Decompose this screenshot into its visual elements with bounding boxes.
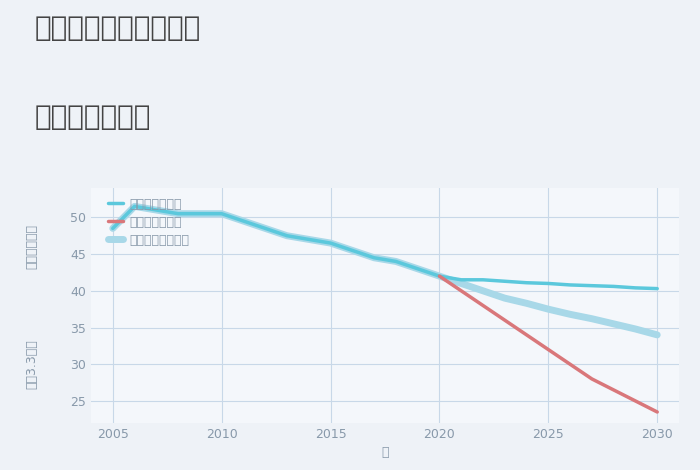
グッドシナリオ — [370, 255, 378, 260]
ノーマルシナリオ — [130, 204, 139, 209]
ノーマルシナリオ — [435, 273, 444, 279]
グッドシナリオ — [239, 218, 248, 224]
ノーマルシナリオ — [261, 226, 270, 231]
ノーマルシナリオ — [218, 211, 226, 217]
バッドシナリオ — [544, 347, 552, 352]
グッドシナリオ — [283, 233, 291, 239]
ノーマルシナリオ — [152, 207, 160, 213]
バッドシナリオ — [435, 273, 444, 279]
バッドシナリオ — [566, 361, 574, 367]
ノーマルシナリオ — [500, 295, 509, 301]
ノーマルシナリオ — [631, 326, 640, 332]
グッドシナリオ — [544, 281, 552, 286]
グッドシナリオ — [152, 207, 160, 213]
Line: グッドシナリオ: グッドシナリオ — [113, 206, 657, 289]
ノーマルシナリオ — [196, 211, 204, 217]
ノーマルシナリオ — [283, 233, 291, 239]
グッドシナリオ — [588, 283, 596, 289]
グッドシナリオ — [414, 266, 422, 272]
ノーマルシナリオ — [610, 321, 618, 327]
ノーマルシナリオ — [522, 300, 531, 306]
グッドシナリオ — [631, 285, 640, 290]
グッドシナリオ — [108, 226, 117, 231]
グッドシナリオ — [435, 273, 444, 279]
Legend: グッドシナリオ, バッドシナリオ, ノーマルシナリオ: グッドシナリオ, バッドシナリオ, ノーマルシナリオ — [103, 193, 194, 252]
バッドシナリオ — [653, 409, 662, 415]
Line: ノーマルシナリオ: ノーマルシナリオ — [113, 206, 657, 335]
ノーマルシナリオ — [108, 226, 117, 231]
Text: 坪（3.3㎡）: 坪（3.3㎡） — [26, 339, 38, 389]
グッドシナリオ — [326, 240, 335, 246]
Text: 土地の価格推移: 土地の価格推移 — [35, 103, 151, 132]
グッドシナリオ — [500, 278, 509, 284]
Text: 兵庫県姫路市北今宿の: 兵庫県姫路市北今宿の — [35, 14, 202, 42]
バッドシナリオ — [588, 376, 596, 382]
グッドシナリオ — [218, 211, 226, 217]
グッドシナリオ — [479, 277, 487, 282]
ノーマルシナリオ — [566, 312, 574, 317]
グッドシナリオ — [261, 226, 270, 231]
グッドシナリオ — [196, 211, 204, 217]
バッドシナリオ — [500, 317, 509, 323]
グッドシナリオ — [392, 258, 400, 264]
ノーマルシナリオ — [588, 316, 596, 321]
ノーマルシナリオ — [326, 240, 335, 246]
ノーマルシナリオ — [653, 332, 662, 337]
ノーマルシナリオ — [392, 258, 400, 264]
バッドシナリオ — [457, 288, 466, 294]
グッドシナリオ — [304, 236, 313, 242]
グッドシナリオ — [457, 277, 466, 282]
Line: バッドシナリオ: バッドシナリオ — [440, 276, 657, 412]
グッドシナリオ — [130, 204, 139, 209]
ノーマルシナリオ — [239, 218, 248, 224]
グッドシナリオ — [610, 283, 618, 289]
ノーマルシナリオ — [370, 255, 378, 260]
バッドシナリオ — [522, 332, 531, 337]
ノーマルシナリオ — [348, 248, 356, 253]
グッドシナリオ — [174, 211, 182, 217]
ノーマルシナリオ — [457, 281, 466, 286]
グッドシナリオ — [653, 286, 662, 291]
ノーマルシナリオ — [174, 211, 182, 217]
グッドシナリオ — [522, 280, 531, 286]
Text: 単価（万円）: 単価（万円） — [26, 224, 38, 269]
バッドシナリオ — [610, 387, 618, 393]
X-axis label: 年: 年 — [382, 446, 388, 459]
ノーマルシナリオ — [414, 266, 422, 272]
ノーマルシナリオ — [304, 236, 313, 242]
グッドシナリオ — [348, 248, 356, 253]
バッドシナリオ — [479, 303, 487, 308]
バッドシナリオ — [631, 398, 640, 404]
グッドシナリオ — [566, 282, 574, 288]
ノーマルシナリオ — [544, 306, 552, 312]
ノーマルシナリオ — [479, 288, 487, 294]
